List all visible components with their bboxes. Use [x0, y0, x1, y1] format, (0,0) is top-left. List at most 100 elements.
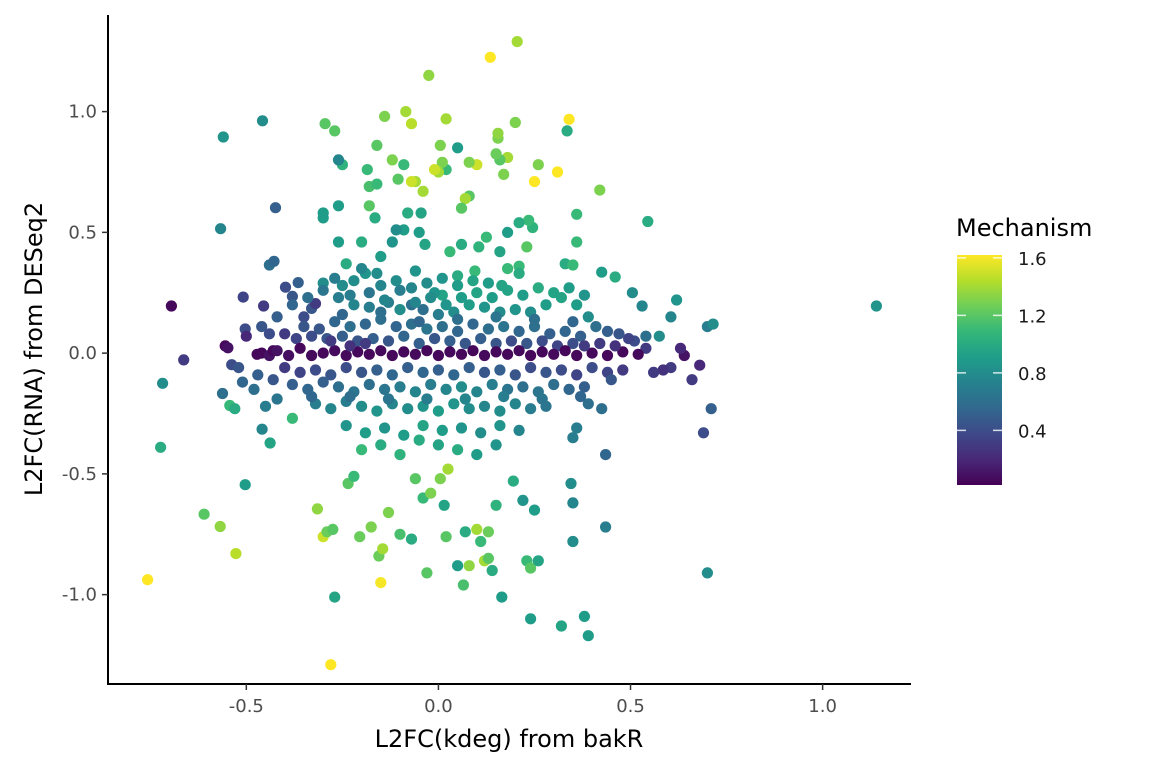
data-point — [475, 427, 487, 439]
data-point — [309, 364, 322, 376]
data-point — [332, 154, 345, 166]
data-point — [463, 299, 475, 311]
data-point — [256, 115, 269, 127]
data-point — [398, 346, 410, 358]
data-point — [344, 321, 356, 333]
data-point — [486, 378, 498, 391]
data-point — [332, 381, 345, 393]
data-point — [440, 299, 452, 311]
data-point — [417, 304, 429, 316]
data-point — [359, 427, 371, 439]
colorbar-legend: Mechanism 0.4 0.8 1.2 1.6 — [956, 214, 1092, 485]
data-point — [217, 131, 229, 143]
data-point — [517, 289, 529, 301]
data-point — [582, 311, 594, 323]
data-point — [402, 207, 414, 219]
data-point — [490, 439, 502, 451]
data-point — [432, 364, 444, 376]
data-point — [252, 369, 264, 381]
data-point — [329, 591, 341, 603]
data-point — [540, 299, 552, 311]
data-point — [452, 444, 464, 456]
data-point — [356, 366, 368, 378]
data-point — [475, 535, 487, 548]
data-point — [361, 164, 373, 176]
data-point — [371, 178, 383, 190]
y-tick-label: 0.5 — [68, 222, 97, 243]
data-point — [582, 398, 594, 410]
data-point — [268, 255, 280, 267]
data-point — [363, 287, 375, 299]
data-point — [432, 405, 444, 417]
data-point — [455, 202, 468, 214]
data-point — [286, 290, 298, 302]
data-point — [356, 400, 368, 412]
data-point — [256, 423, 268, 435]
data-point — [648, 366, 660, 378]
data-point — [444, 346, 456, 358]
data-point — [482, 323, 494, 335]
data-point — [377, 543, 389, 555]
data-point — [402, 403, 414, 415]
data-point — [327, 523, 339, 536]
data-point — [392, 173, 404, 185]
data-point — [390, 321, 402, 333]
data-point — [555, 620, 568, 632]
colorbar-tick-label: 0.4 — [1018, 421, 1047, 442]
data-point — [525, 349, 537, 362]
data-point — [455, 238, 468, 250]
data-point — [382, 506, 395, 519]
data-point — [237, 291, 249, 303]
data-point — [298, 321, 310, 333]
data-point — [279, 362, 291, 374]
data-point — [548, 378, 560, 391]
data-point — [640, 342, 652, 354]
data-point — [425, 378, 437, 391]
data-point — [402, 362, 414, 374]
data-point — [329, 345, 341, 357]
data-point — [473, 241, 485, 253]
data-point — [517, 381, 529, 393]
data-point — [319, 118, 331, 130]
data-point — [605, 374, 617, 386]
data-point — [486, 564, 498, 577]
data-point — [455, 422, 468, 434]
data-point — [653, 330, 665, 342]
data-point — [306, 391, 318, 403]
data-point — [567, 535, 579, 548]
data-point — [498, 168, 510, 180]
data-point — [375, 577, 387, 589]
data-point — [400, 106, 412, 118]
data-point — [686, 374, 698, 386]
y-tick-label: 0.0 — [68, 343, 97, 364]
colorbar-tick-label: 1.6 — [1018, 249, 1047, 270]
data-point — [532, 282, 544, 294]
data-point — [455, 292, 468, 304]
data-point — [452, 560, 464, 572]
data-point — [528, 504, 541, 516]
data-point — [490, 337, 502, 350]
data-point — [513, 345, 525, 357]
data-point — [459, 337, 471, 350]
data-point — [434, 473, 446, 485]
data-point — [509, 369, 521, 381]
data-point — [230, 548, 242, 560]
data-point — [459, 193, 471, 205]
data-point — [405, 118, 418, 130]
data-point — [536, 335, 548, 347]
data-point — [548, 287, 560, 299]
data-point — [325, 403, 337, 415]
data-point — [471, 287, 483, 299]
data-point — [455, 381, 468, 393]
data-point — [348, 470, 360, 482]
data-point — [413, 434, 425, 446]
data-point — [521, 241, 533, 253]
data-point — [586, 362, 598, 374]
data-point — [283, 349, 295, 362]
data-point — [256, 321, 268, 333]
data-point — [498, 321, 510, 333]
data-point — [356, 444, 368, 456]
data-point — [332, 200, 345, 212]
data-point — [697, 427, 710, 439]
data-point — [694, 359, 706, 371]
